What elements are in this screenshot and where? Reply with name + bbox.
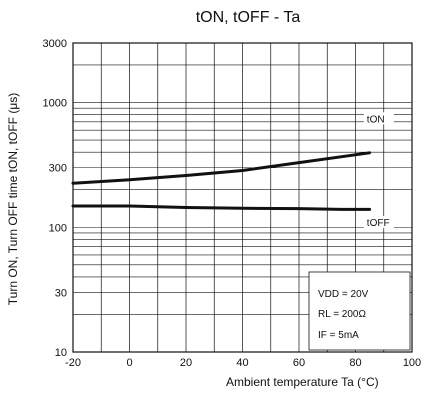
y-tick-label: 3000 [43,38,67,50]
x-tick-label: 80 [349,357,361,369]
series-label-ton: tON [367,114,385,125]
y-tick-label: 30 [55,287,67,299]
x-tick-label: 100 [403,357,421,369]
series-label-toff: tOFF [367,218,390,229]
x-tick-label: 20 [180,357,192,369]
x-tick-label: 40 [236,357,248,369]
plot-frame [72,42,413,353]
condition-if: IF = 5mA [318,330,359,341]
y-tick-label: 10 [55,347,67,359]
series-label-bg [363,216,394,229]
conditions-frame [308,271,411,351]
y-axis-label: Turn ON, Turn OFF time tON, tOFF (μs) [6,93,20,305]
series-line-ton [71,151,372,185]
x-tick-label: -20 [65,357,81,369]
chart-title: tON, tOFF - Ta [196,9,301,26]
y-tick-label: 100 [49,222,67,234]
x-axis-label: Ambient temperature Ta (°C) [226,375,379,389]
series-layer: tON tOFF [71,112,394,229]
condition-vdd: VDD = 20V [318,289,369,300]
y-tick-label: 300 [49,163,67,175]
x-tick-label: 60 [293,357,305,369]
tick-labels: -20 0 20 40 60 80 100 10 30 100 300 1000 3000 [43,38,422,369]
series-label-bg [363,112,394,125]
condition-rl: RL = 200Ω [318,309,366,320]
y-tick-label: 1000 [43,98,67,110]
series-line-toff [71,204,372,211]
conditions-box: VDD = 20V RL = 200Ω IF = 5mA [308,271,411,351]
x-tick-label: 0 [126,357,132,369]
